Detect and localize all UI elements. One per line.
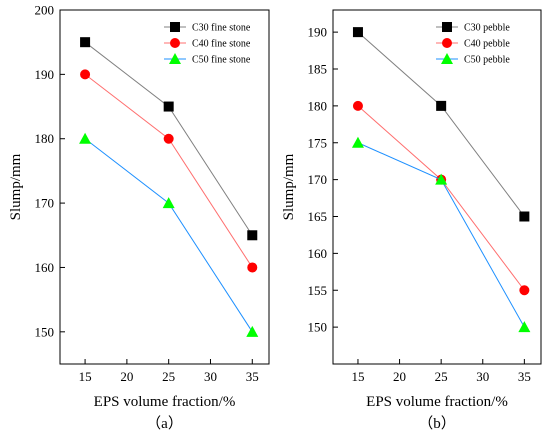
data-point xyxy=(352,100,363,111)
x-tick-label: 15 xyxy=(79,369,92,384)
y-tick-label: 190 xyxy=(35,67,55,82)
series-line xyxy=(84,138,253,333)
x-tick-label: 30 xyxy=(204,369,217,384)
data-point xyxy=(247,230,258,241)
x-tick-label: 25 xyxy=(162,369,175,384)
data-point xyxy=(80,37,91,48)
data-point xyxy=(162,197,175,209)
x-tick-label: 15 xyxy=(351,369,364,384)
y-axis-label: Slump/mm xyxy=(8,153,24,220)
data-point xyxy=(436,100,447,111)
legend-label: C50 pebble xyxy=(464,55,510,66)
x-axis-label: EPS volume fraction/% xyxy=(366,394,508,410)
legend-marker xyxy=(442,38,452,48)
data-point xyxy=(163,133,174,144)
y-axis-label: Slump/mm xyxy=(281,153,297,220)
data-point xyxy=(435,173,448,185)
panel-caption: （a） xyxy=(146,415,183,432)
legend-label: C40 pebble xyxy=(464,39,510,50)
data-point xyxy=(79,132,92,144)
data-point xyxy=(163,101,174,112)
y-tick-label: 170 xyxy=(35,196,55,211)
y-tick-label: 180 xyxy=(308,98,328,113)
data-point xyxy=(519,211,530,222)
chart-panel-b: 15 20 25 30 35 150 155 160 165 170 175 180 185 190 EPS… xyxy=(281,9,542,432)
y-tick-label: 160 xyxy=(308,246,328,261)
x-tick-label: 30 xyxy=(476,369,489,384)
data-point xyxy=(519,285,530,296)
y-tick-label: 170 xyxy=(308,172,328,187)
y-tick-label: 190 xyxy=(308,25,328,40)
y-tick-label: 160 xyxy=(35,260,55,275)
series-1 xyxy=(80,69,258,273)
data-point xyxy=(352,27,363,38)
plot-frame xyxy=(332,9,542,365)
series-0 xyxy=(80,37,258,241)
y-tick-label: 180 xyxy=(35,131,55,146)
series-2 xyxy=(351,136,531,333)
x-tick-label: 25 xyxy=(435,369,448,384)
legend-label: C30 fine stone xyxy=(192,23,251,34)
y-tick-label: 155 xyxy=(308,283,328,298)
data-point xyxy=(80,69,91,80)
series-2 xyxy=(79,132,259,337)
legend-marker xyxy=(169,53,181,64)
x-tick-label: 35 xyxy=(518,369,531,384)
x-tick-label: 20 xyxy=(120,369,133,384)
y-tick-label: 200 xyxy=(35,3,55,18)
legend-label: C40 fine stone xyxy=(192,39,251,50)
data-point xyxy=(518,321,531,333)
series-1 xyxy=(352,100,530,296)
legend-label: C50 fine stone xyxy=(192,55,251,66)
series-0 xyxy=(352,27,530,222)
legend: C30 pebble C40 pebble C50 pebble xyxy=(436,22,510,66)
legend-marker xyxy=(442,22,452,32)
legend-marker xyxy=(170,38,180,48)
series-line xyxy=(357,105,525,291)
y-tick-label: 150 xyxy=(308,320,328,335)
series-line xyxy=(357,142,525,328)
legend-marker xyxy=(170,22,180,32)
x-axis-label: EPS volume fraction/% xyxy=(94,394,236,410)
legend-label: C30 pebble xyxy=(464,23,510,34)
data-point xyxy=(247,262,258,273)
y-tick-label: 150 xyxy=(35,324,55,339)
x-tick-label: 20 xyxy=(393,369,406,384)
x-tick-label: 35 xyxy=(246,369,259,384)
legend: C30 fine stone C40 fine stone C50 fine sto… xyxy=(164,22,251,66)
legend-marker xyxy=(441,53,453,64)
panel-caption: （b） xyxy=(418,415,456,432)
y-tick-label: 165 xyxy=(308,209,328,224)
chart-panel-a: 15 20 25 30 35 150 160 170 180 190 200 EPS volume f… xyxy=(8,3,270,432)
plot-frame xyxy=(59,9,270,365)
y-tick-label: 175 xyxy=(308,135,328,150)
data-point xyxy=(351,136,364,148)
y-tick-label: 185 xyxy=(308,62,328,77)
data-point xyxy=(246,325,259,337)
